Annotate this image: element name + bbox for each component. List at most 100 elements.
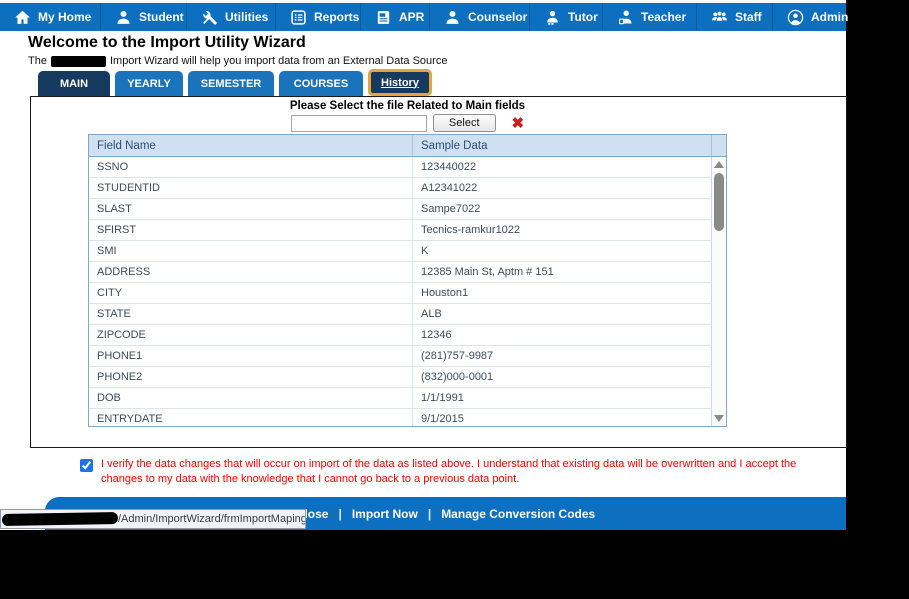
nav-item-counselor[interactable]: Counselor: [430, 3, 530, 31]
field-name-cell: SLAST: [89, 199, 413, 219]
sample-data-cell: 123440022: [421, 161, 477, 173]
page-title: Welcome to the Import Utility Wizard: [28, 34, 306, 51]
tab-yearly[interactable]: YEARLY: [115, 71, 183, 96]
red-x-icon[interactable]: ✖: [511, 114, 525, 132]
field-name-cell: STATE: [89, 304, 413, 324]
nav-label: Teacher: [641, 10, 687, 24]
column-header-sample-data: Sample Data: [421, 139, 488, 152]
table-row[interactable]: DOB 1/1/1991: [89, 388, 711, 409]
reports-icon: [290, 9, 307, 26]
field-name-cell: SFIRST: [89, 220, 413, 240]
field-name-cell: PHONE2: [89, 367, 413, 387]
table-header: Field Name Sample Data: [89, 135, 726, 157]
nav-label: Utilities: [225, 10, 269, 24]
field-name-cell: STUDENTID: [89, 178, 413, 198]
nav-item-reports[interactable]: Reports: [276, 3, 361, 31]
sample-data-cell: A12341022: [421, 182, 478, 194]
redaction-box: [50, 55, 106, 67]
nav-label: My Home: [38, 10, 92, 24]
tab-courses[interactable]: COURSES: [279, 71, 363, 96]
table-row[interactable]: ADDRESS 12385 Main St, Aptm # 151: [89, 262, 711, 283]
table-row[interactable]: STUDENTID A12341022: [89, 178, 711, 199]
field-name-cell: SSNO: [89, 157, 413, 177]
subtitle-prefix: The: [28, 55, 47, 67]
nav-label: Counselor: [468, 10, 528, 24]
table-row[interactable]: SLAST Sampe7022: [89, 199, 711, 220]
file-select-row: Select ✖: [88, 114, 727, 132]
table-row[interactable]: SSNO 123440022: [89, 157, 711, 178]
sample-data-cell: Tecnics-ramkur1022: [421, 224, 521, 236]
table-row[interactable]: STATE ALB: [89, 304, 711, 325]
import-now-button[interactable]: Import Now: [351, 506, 418, 521]
sample-data-cell: ALB: [421, 308, 442, 320]
staff-icon: [711, 9, 728, 26]
scrollbar-header-spacer: [711, 135, 726, 156]
field-name-cell: DOB: [89, 388, 413, 408]
select-button[interactable]: Select: [432, 114, 496, 132]
nav-item-tutor[interactable]: Tutor: [530, 3, 603, 31]
sample-data-cell: (832)000-0001: [421, 371, 494, 383]
sample-data-cell: K: [421, 245, 429, 257]
file-select-prompt: Please Select the file Related to Main f…: [289, 100, 526, 112]
nav-label: Admin: [811, 10, 849, 24]
scrollbar-thumb[interactable]: [714, 173, 724, 231]
verification-row: I verify the data changes that will occu…: [80, 457, 818, 487]
nav-label: Tutor: [568, 10, 598, 24]
wizard-panel: Please Select the file Related to Main f…: [30, 96, 847, 448]
field-name-cell: ENTRYDATE: [89, 409, 413, 426]
field-name-cell: ADDRESS: [89, 262, 413, 282]
table-scrollbar[interactable]: [711, 157, 726, 426]
tab-semester[interactable]: SEMESTER: [188, 71, 274, 96]
nav-label: Student: [139, 10, 184, 24]
sample-data-cell: (281)757-9987: [421, 350, 494, 362]
utilities-icon: [201, 9, 218, 26]
table-row[interactable]: ENTRYDATE 9/1/2015: [89, 409, 711, 426]
tutor-icon: [544, 9, 561, 26]
tab-history[interactable]: History: [368, 69, 432, 96]
column-header-field-name: Field Name: [89, 135, 413, 156]
browser-page: My Home Student Utilities Reports: [0, 0, 849, 530]
table-row[interactable]: CITY Houston1: [89, 283, 711, 304]
file-select-input[interactable]: [290, 114, 427, 132]
apr-icon: [375, 9, 392, 26]
counselor-icon: [444, 9, 461, 26]
browser-status-bar: /Admin/ImportWizard/frmImportMaping.aspx…: [0, 509, 306, 529]
subtitle-suffix: Import Wizard will help you import data …: [109, 55, 448, 67]
nav-item-staff[interactable]: Staff: [697, 3, 773, 31]
sample-data-cell: 1/1/1991: [421, 392, 464, 404]
footer-separator: |: [427, 506, 432, 521]
scroll-down-arrow[interactable]: [714, 415, 724, 422]
nav-item-student[interactable]: Student: [101, 3, 187, 31]
sample-data-cell: 12385 Main St, Aptm # 151: [421, 266, 554, 278]
field-name-cell: PHONE1: [89, 346, 413, 366]
nav-label: Reports: [314, 10, 360, 24]
table-row[interactable]: PHONE1 (281)757-9987: [89, 346, 711, 367]
tab-main[interactable]: MAIN: [38, 71, 110, 96]
nav-label: APR: [399, 10, 425, 24]
nav-item-admin[interactable]: Admin: [773, 3, 849, 31]
table-row[interactable]: SFIRST Tecnics-ramkur1022: [89, 220, 711, 241]
verify-text: I verify the data changes that will occu…: [101, 458, 797, 485]
table-row[interactable]: PHONE2 (832)000-0001: [89, 367, 711, 388]
admin-icon: [787, 9, 804, 26]
nav-item-apr[interactable]: APR: [361, 3, 430, 31]
home-icon: [14, 9, 31, 26]
manage-conversion-codes-button[interactable]: Manage Conversion Codes: [441, 506, 596, 521]
verify-checkbox[interactable]: [80, 459, 93, 472]
panel-inner: Please Select the file Related to Main f…: [88, 97, 727, 447]
wizard-tabs: MAIN YEARLY SEMESTER COURSES History: [38, 69, 432, 96]
nav-item-teacher[interactable]: Teacher: [603, 3, 697, 31]
mapping-table: Field Name Sample Data SSNO 123440022 STUD…: [88, 134, 727, 427]
sample-data-cell: Sampe7022: [421, 203, 481, 215]
scroll-up-arrow[interactable]: [714, 161, 724, 168]
student-icon: [115, 9, 132, 26]
nav-item-my-home[interactable]: My Home: [0, 3, 101, 31]
nav-item-utilities[interactable]: Utilities: [187, 3, 276, 31]
teacher-icon: [617, 9, 634, 26]
status-url-text: /Admin/ImportWizard/frmImportMaping.aspx…: [118, 513, 306, 525]
sample-data-cell: 12346: [421, 329, 452, 341]
table-row[interactable]: SMI K: [89, 241, 711, 262]
table-row[interactable]: ZIPCODE 12346: [89, 325, 711, 346]
nav-label: Staff: [735, 10, 762, 24]
